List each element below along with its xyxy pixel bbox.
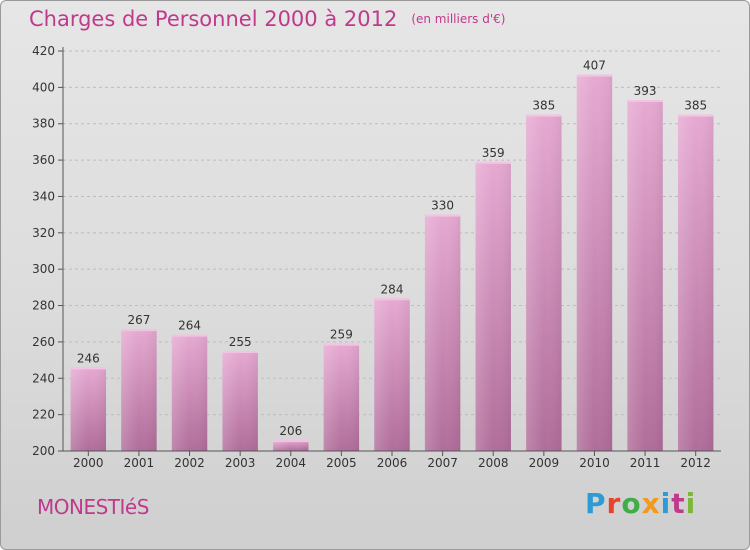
bar-shine [374, 298, 410, 451]
x-tick-label: 2004 [275, 456, 306, 470]
y-tick-label: 280 [32, 299, 55, 313]
x-tick-label: 2002 [174, 456, 205, 470]
y-tick-label: 300 [32, 262, 55, 276]
y-tick-label: 420 [32, 44, 55, 58]
bar-top-highlight [526, 114, 562, 117]
data-label: 206 [279, 424, 302, 438]
y-tick-label: 320 [32, 226, 55, 240]
bar-shine [222, 351, 258, 451]
logo-letter-0: P [585, 487, 607, 520]
x-tick-label: 2001 [124, 456, 155, 470]
bar-top-highlight [576, 74, 613, 77]
chart-unit-note: (en milliers d'€) [411, 12, 506, 26]
bar-top-highlight [475, 161, 511, 164]
chart-title-text: Charges de Personnel 2000 à 2012 [29, 7, 398, 31]
data-label: 259 [330, 328, 353, 342]
data-label: 385 [532, 99, 555, 113]
data-label: 385 [684, 99, 707, 113]
y-tick-label: 380 [32, 117, 55, 131]
x-axis: 2000 2001 2002 2003 2004 2005 2006 2007 2008 2009… [63, 450, 721, 470]
chart-title: Charges de Personnel 2000 à 2012 (en mill… [29, 7, 505, 31]
logo-letter-1: r [606, 487, 622, 520]
bar-shine [627, 100, 663, 451]
y-tick-label: 400 [32, 80, 55, 94]
logo-letter-4: i [660, 487, 672, 520]
bar-shine [526, 114, 562, 452]
data-label: 255 [229, 335, 252, 349]
bar-shine [576, 74, 613, 452]
bar-shine [424, 214, 461, 451]
y-axis: 200 220 240 260 280 300 320 340 360 380 400 420 [32, 44, 64, 458]
x-tick-label: 2010 [579, 456, 610, 470]
bar-top-highlight [677, 114, 714, 117]
x-tick-label: 2007 [427, 456, 458, 470]
x-tick-label: 2009 [529, 456, 560, 470]
x-tick-label: 2008 [478, 456, 509, 470]
commune-name: MONESTIéS [37, 495, 149, 519]
data-label: 359 [482, 146, 505, 160]
bar-shine [273, 440, 309, 451]
bar-shine [121, 329, 157, 451]
data-label: 407 [583, 59, 606, 73]
logo-letter-6: i [685, 487, 697, 520]
data-label: 264 [178, 319, 201, 333]
x-tick-label: 2011 [630, 456, 661, 470]
logo-letter-3: x [641, 487, 661, 520]
proxiti-logo[interactable]: Proxiti [585, 487, 696, 520]
logo-letter-2: o [621, 487, 642, 520]
data-label: 246 [77, 351, 100, 365]
bar-top-highlight [374, 298, 410, 301]
y-tick-label: 340 [32, 189, 55, 203]
x-tick-label: 2005 [326, 456, 357, 470]
bar-top-highlight [424, 214, 461, 217]
x-tick-label: 2012 [680, 456, 711, 470]
x-tick-label: 2006 [377, 456, 408, 470]
bar-top-highlight [70, 367, 107, 370]
y-tick-label: 220 [32, 408, 55, 422]
x-tick-label: 2003 [225, 456, 256, 470]
bar-shine [475, 161, 511, 451]
y-tick-label: 240 [32, 371, 55, 385]
bar-top-highlight [273, 440, 309, 443]
bar-top-highlight [171, 334, 208, 337]
bar-top-highlight [323, 343, 360, 346]
bar-shine [677, 114, 714, 452]
bar-shine [70, 367, 107, 451]
bar-top-highlight [121, 329, 157, 332]
x-tick-label: 2000 [73, 456, 104, 470]
bar-top-highlight [222, 351, 258, 353]
y-tick-label: 360 [32, 153, 55, 167]
data-label: 284 [381, 282, 404, 296]
bar-top-highlight [627, 100, 663, 103]
bar-shine [323, 343, 360, 451]
bars: 246 267 264 255 206 259 284 330 359 385 407 393 385 [70, 59, 714, 452]
bar-shine [171, 334, 208, 451]
data-label: 330 [431, 199, 454, 213]
data-label: 393 [634, 84, 657, 98]
y-tick-label: 200 [32, 444, 55, 458]
y-tick-label: 260 [32, 335, 55, 349]
data-label: 267 [127, 313, 150, 327]
logo-letter-5: t [671, 487, 686, 520]
